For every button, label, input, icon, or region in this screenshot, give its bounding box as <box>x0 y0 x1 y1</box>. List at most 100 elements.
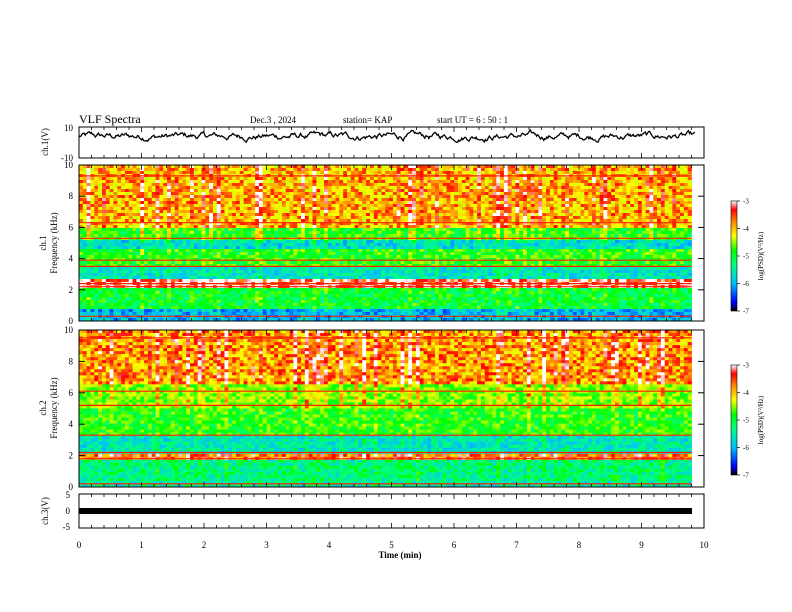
spectrogram-cell <box>461 210 467 214</box>
spectrogram-cell <box>622 222 627 226</box>
spectrogram-cell <box>392 192 398 196</box>
spectrogram-cell <box>350 192 356 196</box>
spectrogram-cell <box>653 171 658 175</box>
spectrogram-cell <box>408 222 413 226</box>
spectrogram-cell <box>270 177 275 181</box>
spectrogram-cell <box>392 222 398 226</box>
spectrogram-cell <box>186 255 191 259</box>
spectrogram-cell <box>431 204 436 208</box>
spectrogram-cell <box>113 189 118 193</box>
spectrogram-cell <box>588 165 593 169</box>
spectrogram-cell <box>530 189 535 193</box>
spectrogram-cell <box>400 195 405 199</box>
spectrogram-cell <box>438 231 444 235</box>
spectrogram-cell <box>266 165 271 169</box>
spectrogram-cell <box>220 171 225 175</box>
spectrogram-cell <box>369 207 375 211</box>
spectrogram-cell <box>404 216 409 220</box>
spectrogram-cell <box>362 210 367 214</box>
spectrogram-cell <box>549 240 555 244</box>
spectrogram-cell <box>404 177 409 181</box>
spectrogram-cell <box>346 246 352 250</box>
spectrogram-cell <box>170 186 176 190</box>
spectrogram-cell <box>335 216 340 220</box>
spectrogram-cell <box>676 228 681 232</box>
spectrogram-cell <box>580 189 585 193</box>
spectrogram-cell <box>622 201 627 205</box>
spectrogram-cell <box>523 204 528 208</box>
spectrogram-cell <box>591 240 597 244</box>
spectrogram-cell <box>431 225 436 229</box>
spectrogram-cell <box>404 180 409 184</box>
spectrogram-cell <box>301 177 306 181</box>
spectrogram-cell <box>167 225 172 229</box>
spectrogram-cell <box>228 177 233 181</box>
spectrogram-cell <box>258 180 264 184</box>
spectrogram-cell <box>216 195 222 199</box>
spectrogram-cell <box>159 210 164 214</box>
spectrogram-cell <box>603 186 608 190</box>
spectrogram-cell <box>400 234 405 238</box>
spectrogram-cell <box>549 243 555 247</box>
spectrogram-cell <box>362 225 367 229</box>
spectrogram-cell <box>634 186 639 190</box>
spectrogram-cell <box>438 213 444 217</box>
spectrogram-cell <box>128 186 133 190</box>
spectrogram-cell <box>228 228 233 232</box>
spectrogram-cell <box>151 213 156 217</box>
spectrogram-cell <box>258 204 264 208</box>
spectrogram-cell <box>117 204 122 208</box>
spectrogram-cell <box>216 213 222 217</box>
spectrogram-cell <box>132 246 137 250</box>
spectrogram-cell <box>251 240 256 244</box>
spectrogram-cell <box>144 249 149 253</box>
spectrogram-cell <box>324 210 329 214</box>
spectrogram-cell <box>163 195 168 199</box>
spectrogram-cell <box>140 255 145 259</box>
spectrogram-cell <box>79 198 84 202</box>
spectrogram-cell <box>121 255 126 259</box>
spectrogram-cell <box>212 201 218 205</box>
spectrogram-cell <box>293 180 298 184</box>
spectrogram-cell <box>488 207 493 211</box>
spectrogram-cell <box>404 246 409 250</box>
spectrogram-cell <box>626 210 631 214</box>
spectrogram-cell <box>492 204 497 208</box>
spectrogram-cell <box>373 210 378 214</box>
spectrogram-cell <box>258 234 264 238</box>
spectrogram-cell <box>484 186 490 190</box>
spectrogram-cell <box>178 171 183 175</box>
spectrogram-cell <box>546 177 551 181</box>
spectrogram-cell <box>331 240 336 244</box>
spectrogram-cell <box>408 210 413 214</box>
spectrogram-cell <box>461 207 467 211</box>
spectrogram-cell <box>442 192 447 196</box>
spectrogram-cell <box>144 201 149 205</box>
spectrogram-cell <box>634 231 639 235</box>
spectrogram-cell <box>672 225 677 229</box>
spectrogram-cell <box>523 225 528 229</box>
spectrogram-cell <box>473 240 478 244</box>
spectrogram-cell <box>174 228 179 232</box>
spectrogram-cell <box>473 171 478 175</box>
spectrogram-cell <box>278 207 283 211</box>
spectrogram-cell <box>151 195 156 199</box>
spectrogram-cell <box>308 201 313 205</box>
spectrogram-cell <box>492 198 497 202</box>
spectrogram-cell <box>304 189 310 193</box>
spectrogram-cell <box>220 180 225 184</box>
spectrogram-cell <box>415 183 421 187</box>
spectrogram-cell <box>320 171 325 175</box>
spectrogram-cell <box>645 252 650 256</box>
spectrogram-cell <box>396 192 401 196</box>
spectrogram-cell <box>657 228 662 232</box>
spectrogram-cell <box>465 189 470 193</box>
spectrogram-cell <box>304 222 310 226</box>
spectrogram-cell <box>354 186 359 190</box>
spectrogram-cell <box>101 180 107 184</box>
spectrogram-cell <box>653 210 658 214</box>
spectrogram-cell <box>86 171 91 175</box>
spectrogram-cell <box>507 243 512 247</box>
spectrogram-cell <box>293 201 298 205</box>
spectrogram-cell <box>530 204 535 208</box>
